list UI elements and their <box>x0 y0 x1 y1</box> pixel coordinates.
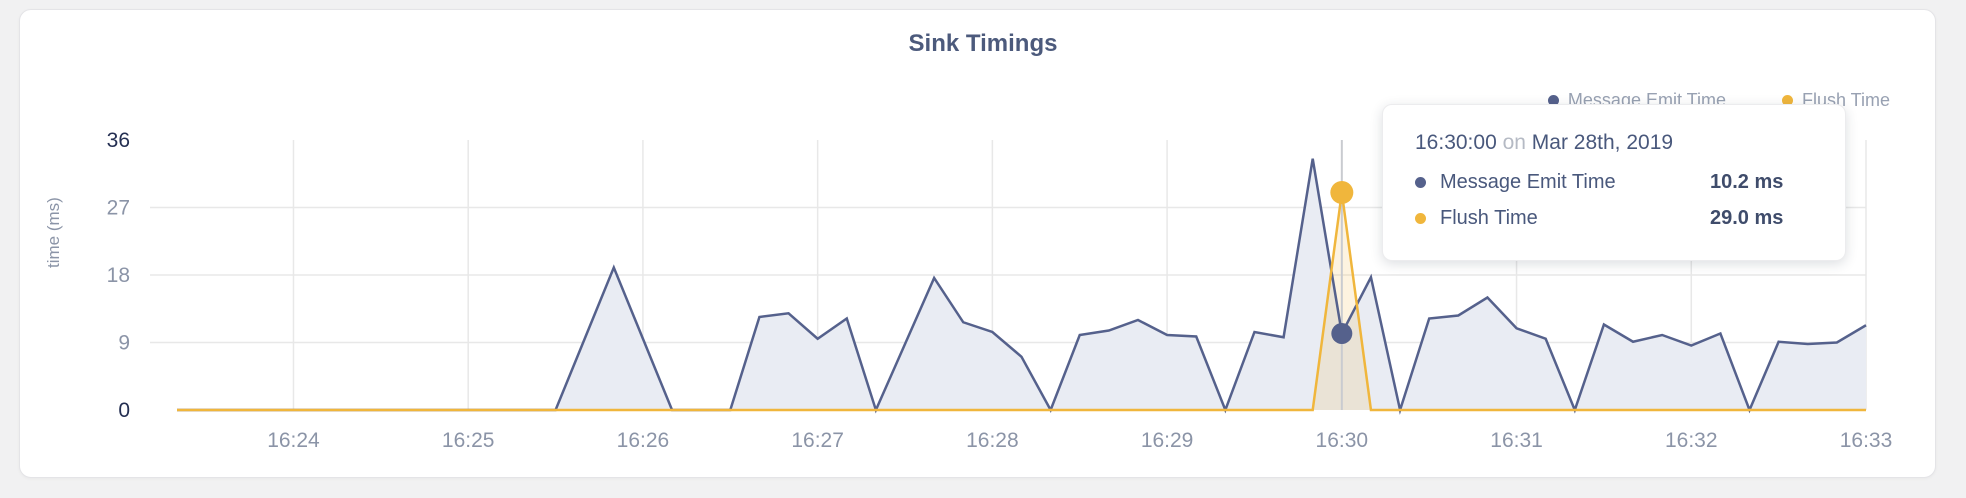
hover-marker-0[interactable] <box>1331 323 1353 344</box>
tooltip-connector: on <box>1502 131 1526 154</box>
tooltip-series-label: Message Emit Time <box>1440 171 1616 193</box>
legend-dot-icon <box>1781 95 1793 106</box>
x-tick-label: 16:31 <box>1490 429 1543 452</box>
tooltip-time: 16:30:00 <box>1415 131 1497 154</box>
hover-marker-1[interactable] <box>1330 181 1354 204</box>
series-area-0 <box>177 158 1866 410</box>
tooltip-series-value: 10.2 ms <box>1710 171 1784 193</box>
x-tick-label: 16:24 <box>267 429 320 452</box>
x-tick-label: 16:29 <box>1141 429 1194 452</box>
tooltip-row: Flush Time 29.0 ms <box>1415 207 1815 230</box>
tooltip-series-label: Flush Time <box>1440 207 1538 229</box>
y-tick-label: 36 <box>107 129 130 152</box>
y-tick-label: 0 <box>118 399 130 422</box>
y-tick-label: 27 <box>107 197 130 220</box>
tooltip-title: 16:30:00 on Mar 28th, 2019 <box>1415 131 1815 155</box>
tooltip-series-value: 29.0 ms <box>1710 207 1784 229</box>
x-tick-label: 16:28 <box>966 429 1019 452</box>
series-dot-icon <box>1415 177 1426 188</box>
y-axis-title: time (ms) <box>44 197 63 269</box>
tooltip-row: Message Emit Time 10.2 ms <box>1415 171 1815 194</box>
tooltip-date: Mar 28th, 2019 <box>1531 131 1674 154</box>
x-tick-label: 16:30 <box>1316 429 1369 452</box>
x-tick-label: 16:25 <box>442 429 495 452</box>
series-dot-icon <box>1415 213 1426 224</box>
y-tick-label: 18 <box>107 264 130 287</box>
legend-dot-icon <box>1547 95 1559 106</box>
series-line-1 <box>177 192 1866 412</box>
x-tick-label: 16:32 <box>1665 429 1718 452</box>
x-tick-label: 16:26 <box>617 429 670 452</box>
hover-tooltip: 16:30:00 on Mar 28th, 2019 Message Emit … <box>1382 104 1846 261</box>
x-tick-label: 16:33 <box>1840 429 1893 452</box>
page-title: Sink Timings <box>908 30 1058 57</box>
y-tick-label: 9 <box>118 332 130 355</box>
x-tick-label: 16:27 <box>791 429 844 452</box>
